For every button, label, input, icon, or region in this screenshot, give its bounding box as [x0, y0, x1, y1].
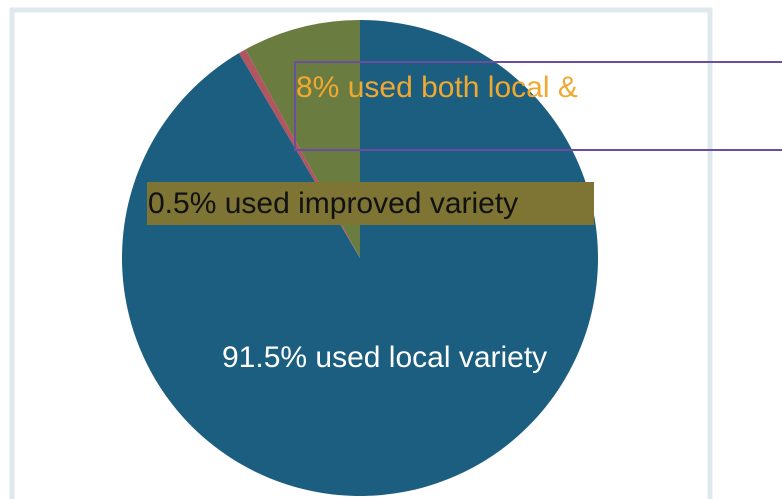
label-box: [294, 61, 782, 151]
label-background: [147, 182, 594, 225]
slice-label: 8% used both local &: [296, 71, 578, 104]
slice-label: 91.5% used local variety: [222, 341, 547, 374]
frame: [9, 7, 713, 499]
pie-slice: [121, 20, 599, 496]
slice-label: 0.5% used improved variety: [148, 187, 518, 220]
